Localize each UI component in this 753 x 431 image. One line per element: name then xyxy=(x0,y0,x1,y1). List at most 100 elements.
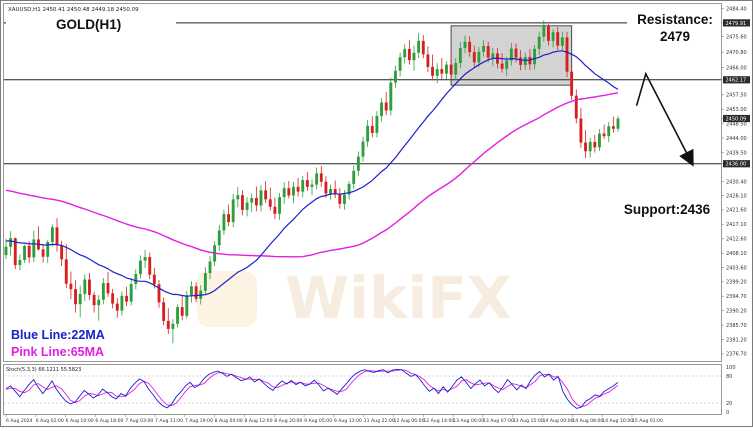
candle-body xyxy=(152,274,156,285)
candle-body xyxy=(556,32,560,46)
y-tick-label: 2390.20 xyxy=(726,308,747,314)
candle-body xyxy=(547,26,550,41)
candle-body xyxy=(278,197,281,214)
price-tags: 2479.91 2462.17 2450.09 2436.00 xyxy=(723,19,750,168)
resistance-label-box xyxy=(627,9,721,46)
candle-body xyxy=(88,279,91,295)
candle xyxy=(505,56,509,77)
candle xyxy=(394,65,397,88)
candle xyxy=(92,291,96,313)
candle xyxy=(88,273,91,301)
candle xyxy=(74,280,77,313)
candle-body xyxy=(602,133,606,137)
candle-body xyxy=(523,56,527,65)
x-tick-label: 7 Aug 03:00 xyxy=(125,418,153,424)
price-tag-current-label: 2450.09 xyxy=(726,116,747,122)
candle-body xyxy=(101,283,105,300)
x-axis: 6 Aug 2024 6 Aug 02:00 6 Aug 10:00 6 Aug 18… xyxy=(5,414,663,424)
candle xyxy=(273,197,277,219)
candle xyxy=(370,116,374,138)
x-tick-label: 13 Aug 07:00 xyxy=(483,418,514,424)
candle-body xyxy=(584,142,587,152)
candle-body xyxy=(454,63,458,75)
candle-body xyxy=(190,286,193,296)
candle-body xyxy=(69,283,73,290)
candle xyxy=(55,218,59,252)
watermark-text: WikiFX xyxy=(285,264,512,332)
candle-body xyxy=(472,52,476,63)
candle-body xyxy=(370,125,374,133)
candle xyxy=(241,190,244,216)
x-tick-label: 12 Aug 14:00 xyxy=(423,418,454,424)
x-tick-label: 9 Aug 13:00 xyxy=(334,418,362,424)
candle xyxy=(292,182,295,204)
candle xyxy=(236,186,240,208)
candle-body xyxy=(143,257,147,261)
candle-body xyxy=(537,36,541,49)
candle-body xyxy=(27,245,31,258)
candle-body xyxy=(509,48,513,61)
x-tick-label: 6 Aug 2024 xyxy=(6,418,33,424)
candle-body xyxy=(282,188,286,198)
candle-body xyxy=(482,46,485,52)
candle xyxy=(551,28,555,48)
candle xyxy=(222,209,226,235)
candle xyxy=(282,182,286,204)
candle xyxy=(106,271,110,297)
y-tick-label: 2381.20 xyxy=(726,337,747,343)
candle xyxy=(129,278,133,306)
x-tick-label: 14 Aug 00:00 xyxy=(543,418,574,424)
x-tick-label: 6 Aug 10:00 xyxy=(66,418,94,424)
x-tick-label: 13 Aug 15:00 xyxy=(513,418,544,424)
watermark-logo-icon xyxy=(197,271,257,327)
candle xyxy=(574,89,578,124)
candle xyxy=(347,181,351,200)
candle xyxy=(217,224,221,251)
oscillator-levels: 100 80 20 0 xyxy=(4,365,736,416)
legend-ma65: Pink Line:65MA xyxy=(11,345,104,359)
candle-body xyxy=(162,302,166,321)
candle xyxy=(440,57,444,80)
candle xyxy=(421,35,425,59)
candle-body xyxy=(139,260,142,275)
candle xyxy=(426,46,430,72)
candle-body xyxy=(380,102,383,116)
candle-body xyxy=(407,48,411,61)
candle xyxy=(458,42,462,69)
candle-body xyxy=(352,170,356,184)
candle-body xyxy=(106,283,110,294)
candle xyxy=(356,151,360,177)
candle-body xyxy=(394,70,397,83)
candle-body xyxy=(50,227,54,242)
candle-body xyxy=(74,289,77,305)
candle xyxy=(264,181,268,203)
y-tick-label: 2444.00 xyxy=(726,136,747,142)
candle-body xyxy=(366,125,370,142)
candle-body xyxy=(542,26,546,37)
stoch-main-line xyxy=(5,368,619,409)
candles-layer xyxy=(4,20,620,344)
candle-body xyxy=(305,180,309,187)
y-tick-label: 2453.00 xyxy=(726,107,747,113)
y-tick-label: 2484.40 xyxy=(726,6,747,12)
candle-body xyxy=(134,274,138,285)
candle xyxy=(593,134,597,153)
candle-body xyxy=(431,66,434,76)
candle-body xyxy=(570,71,574,96)
candle-body xyxy=(338,194,342,204)
candle-body xyxy=(254,198,258,206)
candle-body xyxy=(46,242,50,257)
candle-body xyxy=(343,194,346,204)
candle xyxy=(83,274,87,302)
candle xyxy=(389,77,393,116)
candle-body xyxy=(361,141,365,157)
candle xyxy=(533,45,536,70)
candle xyxy=(463,35,467,54)
candle xyxy=(509,42,513,66)
candle-body xyxy=(148,257,152,275)
candle xyxy=(482,40,485,57)
candle xyxy=(523,52,527,70)
candle-body xyxy=(607,126,611,137)
